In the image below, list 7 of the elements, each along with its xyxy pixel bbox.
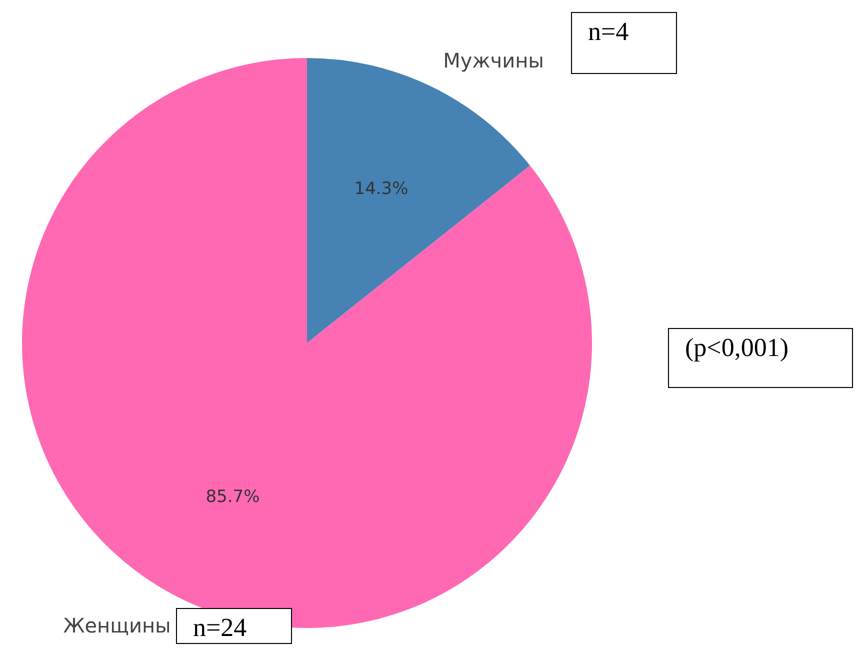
slice-label: Женщины	[63, 613, 171, 638]
text: (p<0,001)	[668, 328, 853, 388]
text: n=24	[176, 608, 292, 644]
data-label: 85.7%	[206, 487, 260, 508]
text: n=4	[571, 12, 677, 74]
slice-label: Мужчины	[443, 48, 544, 73]
data-label: 14.3%	[354, 178, 408, 199]
